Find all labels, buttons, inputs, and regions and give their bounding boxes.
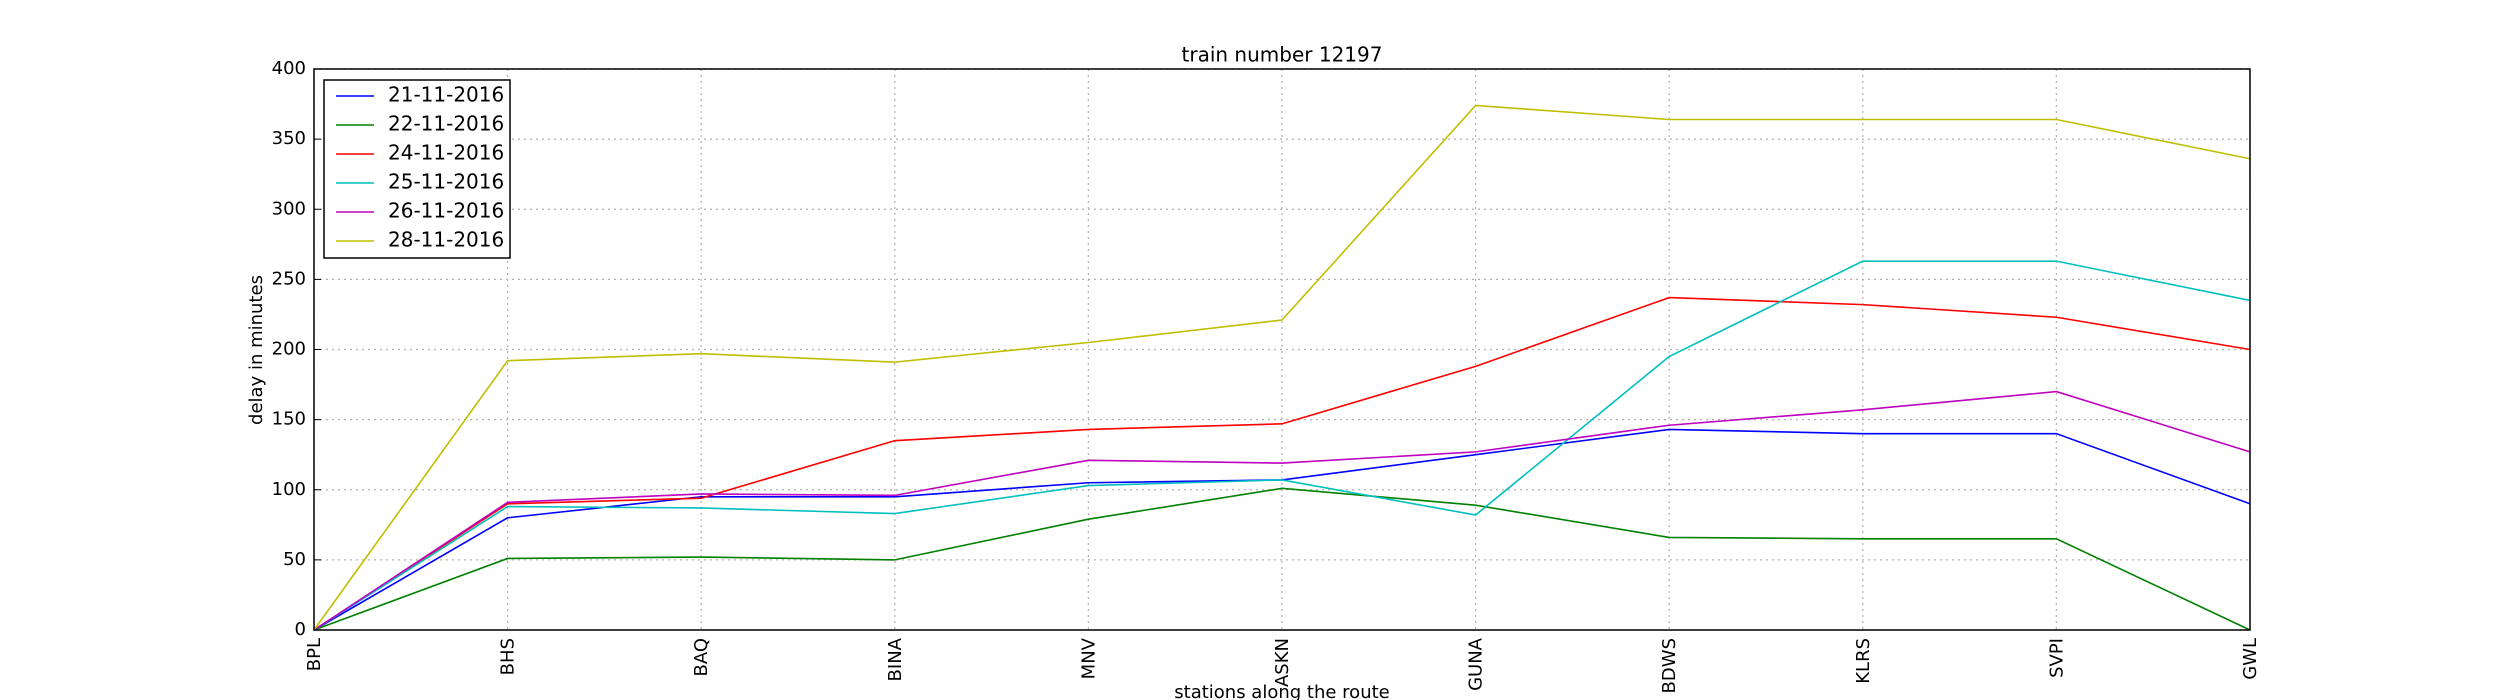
- y-tick-label: 400: [272, 58, 306, 79]
- y-tick-label: 150: [272, 409, 306, 430]
- x-tick-label: BHS: [498, 638, 519, 675]
- legend-label: 26-11-2016: [388, 199, 504, 223]
- y-tick-label: 250: [272, 268, 306, 289]
- x-tick-label: BAQ: [691, 638, 712, 677]
- x-axis-label: stations along the route: [1174, 682, 1389, 700]
- series-line: [313, 260, 2251, 631]
- series-line: [313, 390, 2251, 631]
- x-tick-label: KLRS: [1853, 638, 1874, 684]
- series-line: [313, 104, 2251, 631]
- chart-title: train number 12197: [1182, 43, 1383, 67]
- x-tick-label: GWL: [2240, 638, 2261, 680]
- legend-label: 21-11-2016: [388, 83, 504, 107]
- legend-label: 28-11-2016: [388, 228, 504, 252]
- y-tick-label: 300: [272, 198, 306, 219]
- legend-label: 25-11-2016: [388, 170, 504, 194]
- x-tick-label: GUNA: [1466, 637, 1487, 691]
- plot-frame: [313, 68, 2251, 631]
- x-tick-label: SVPI: [2046, 638, 2067, 678]
- x-tick-label: BDWS: [1659, 638, 1680, 693]
- legend-label: 24-11-2016: [388, 141, 504, 165]
- series-line: [313, 487, 2251, 631]
- y-tick-label: 350: [272, 128, 306, 149]
- y-tick-label: 50: [283, 549, 306, 570]
- y-tick-label: 200: [272, 339, 306, 360]
- x-tick-label: ASKN: [1272, 638, 1293, 687]
- y-tick-label: 0: [295, 619, 306, 640]
- x-tick-label: MNV: [1078, 637, 1099, 679]
- x-tick-label: BPL: [304, 638, 325, 671]
- y-axis-label: delay in minutes: [246, 275, 267, 425]
- x-tick-label: BINA: [885, 637, 906, 681]
- legend-box: [323, 79, 511, 259]
- series-line: [313, 296, 2251, 631]
- legend-label: 22-11-2016: [388, 112, 504, 136]
- y-tick-label: 100: [272, 479, 306, 500]
